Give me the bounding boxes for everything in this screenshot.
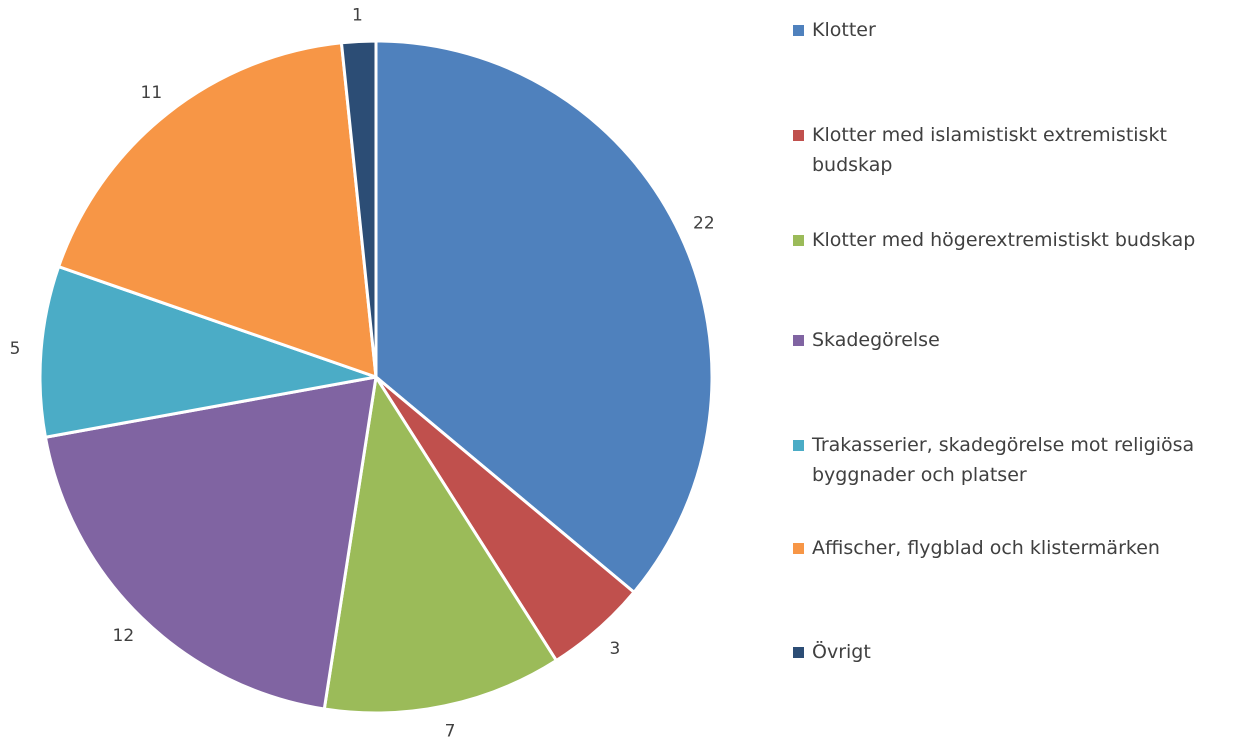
legend-swatch (793, 130, 804, 141)
data-label: 5 (10, 339, 21, 359)
pie-slice (374, 39, 714, 594)
legend-item: Övrigt (793, 637, 1248, 667)
legend-swatch (793, 440, 804, 451)
legend-label: Affischer, flygblad och klistermärken (812, 537, 1160, 559)
legend-swatch (793, 647, 804, 658)
legend-item: Skadegörelse (793, 325, 1248, 355)
legend-label: Klotter (812, 19, 876, 41)
data-label: 12 (113, 626, 135, 646)
legend-swatch (793, 25, 804, 36)
data-label: 11 (141, 83, 163, 103)
data-label: 22 (693, 214, 715, 234)
legend-swatch (793, 335, 804, 346)
legend-label: Klotter med högerextremistiskt budskap (812, 229, 1196, 251)
pie-slice (322, 375, 558, 715)
pie-slice (43, 375, 378, 711)
legend-label: Övrigt (812, 641, 871, 663)
legend-label: Skadegörelse (812, 329, 940, 351)
legend-item: Trakasserier, skadegörelse mot religiösa… (793, 430, 1248, 490)
pie-slice (339, 39, 378, 379)
legend-label: Trakasserier, skadegörelse mot religiösa… (812, 434, 1195, 486)
legend-swatch (793, 543, 804, 554)
legend-swatch (793, 235, 804, 246)
legend-item: Klotter med islamistiskt extremistiskt b… (793, 120, 1248, 180)
legend-item: Klotter (793, 15, 1248, 45)
data-label: 7 (445, 721, 456, 740)
pie-slice (57, 41, 378, 379)
legend-item: Klotter med högerextremistiskt budskap (793, 225, 1248, 255)
data-label: 3 (610, 639, 621, 659)
data-label: 1 (352, 5, 363, 25)
pie-slice (38, 265, 378, 439)
legend-label: Klotter med islamistiskt extremistiskt b… (812, 124, 1167, 176)
legend-item: Affischer, flygblad och klistermärken (793, 533, 1248, 563)
